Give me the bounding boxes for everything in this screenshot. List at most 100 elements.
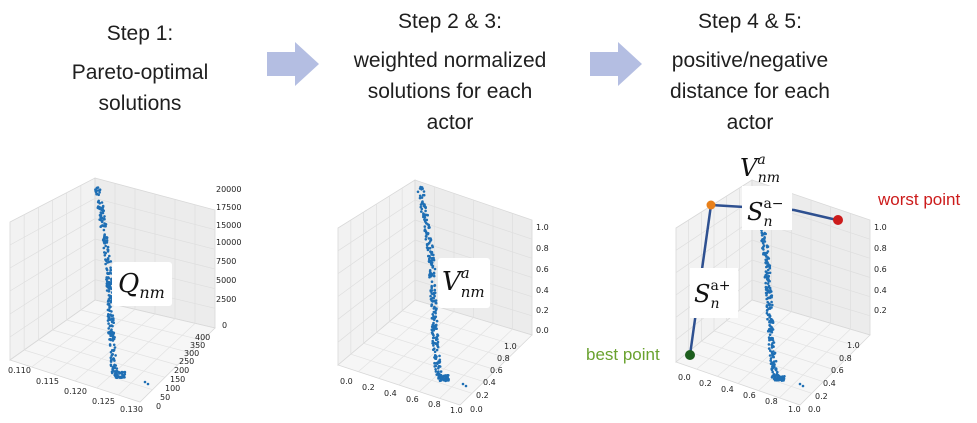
x-tick: 0.2	[699, 379, 712, 388]
s-plus-label: Sa+ n	[694, 278, 731, 312]
z-tick: 0.8	[874, 244, 887, 253]
scatter-point	[438, 360, 442, 364]
scatter-point	[773, 377, 777, 380]
y-tick: 0.8	[497, 354, 510, 363]
scatter-point	[769, 294, 773, 298]
scatter-point	[424, 209, 427, 213]
scatter-point	[420, 196, 424, 199]
scatter-point	[419, 205, 423, 209]
scatter-point	[769, 349, 772, 352]
right-arrow-icon	[590, 42, 642, 86]
scatter-point	[109, 281, 113, 285]
label-base: V	[442, 267, 463, 297]
scatter-point	[430, 280, 434, 283]
scatter-point	[431, 266, 434, 269]
step-1-desc-line: solutions	[98, 92, 182, 115]
z-axis-ticks: 0.0 0.2 0.4 0.6 0.8 1.0	[536, 223, 549, 335]
scatter-point	[768, 303, 771, 307]
scatter-point	[765, 311, 769, 315]
scatter-point	[761, 246, 764, 250]
scatter-point	[767, 347, 771, 350]
scatter-point	[423, 225, 427, 228]
scatter-point	[770, 336, 774, 340]
scatter-point	[768, 333, 772, 336]
v-nm-label: Va nm	[442, 264, 485, 301]
y-tick: 0.0	[470, 405, 483, 414]
scatter-point	[110, 310, 113, 313]
scatter-point	[439, 373, 443, 377]
worst-point-label: worst point	[877, 190, 960, 209]
scatter-point	[113, 346, 117, 349]
best-point-marker	[685, 350, 695, 360]
scatter-point	[433, 350, 437, 354]
scatter-point	[761, 242, 765, 245]
scatter-point	[766, 268, 770, 272]
scatter-point	[435, 348, 439, 352]
z-tick: 0	[222, 321, 227, 330]
scatter-point	[110, 320, 114, 324]
scatter-point	[768, 296, 772, 300]
scatter-point	[106, 261, 109, 264]
y-tick: 250	[179, 357, 194, 366]
scatter-point	[423, 216, 427, 219]
step-2-3-description: weighted normalized solutions for each a…	[340, 45, 560, 138]
scatter-point	[429, 237, 432, 240]
z-tick: 20000	[216, 185, 241, 194]
distance-scatter-3d-plot: 0.0 0.2 0.4 0.6 0.8 1.0 0.0 0.2 0.4 0.6 …	[586, 152, 960, 414]
scatter-point	[464, 384, 468, 388]
scatter-point	[423, 218, 426, 221]
scatter-point	[146, 382, 150, 386]
scatter-point	[109, 305, 112, 309]
scatter-point	[436, 344, 439, 347]
scatter-point	[432, 274, 436, 278]
z-tick: 0.2	[536, 306, 549, 315]
scatter-point	[98, 191, 101, 194]
scatter-point	[771, 355, 774, 358]
scatter-point	[107, 313, 110, 316]
scatter-point	[436, 334, 440, 337]
scatter-points	[94, 186, 150, 386]
scatter-point	[106, 272, 110, 275]
scatter-point	[435, 355, 438, 358]
scatter-point	[429, 297, 433, 301]
scatter-point	[424, 238, 428, 241]
grid-line	[118, 323, 196, 396]
scatter-point	[430, 331, 434, 334]
scatter-point	[446, 377, 449, 380]
x-tick: 0.110	[8, 366, 31, 375]
y-axis-ticks: 0.0 0.2 0.4 0.6 0.8 1.0	[808, 341, 860, 414]
scatter-point	[769, 321, 773, 324]
scatter-point	[432, 336, 436, 340]
scatter-point	[104, 244, 107, 248]
x-axis-ticks: 0.110 0.115 0.120 0.125 0.130	[8, 366, 143, 414]
scatter-point	[430, 303, 434, 306]
scatter-point	[438, 354, 441, 358]
scatter-point	[432, 321, 435, 325]
scatter-point	[109, 300, 113, 304]
scatter-point	[102, 209, 105, 212]
scatter-point	[106, 258, 110, 261]
z-tick: 0.4	[536, 286, 549, 295]
scatter-point	[102, 236, 106, 240]
scatter-point	[425, 243, 429, 246]
scatter-point	[419, 185, 422, 189]
scatter-point	[426, 223, 429, 226]
scatter-point	[426, 248, 430, 252]
scatter-point	[428, 270, 432, 274]
scatter-point	[427, 254, 430, 258]
scatter-point	[116, 374, 119, 377]
grid-line	[337, 199, 533, 252]
scatter-point	[110, 332, 113, 336]
scatter-point	[112, 357, 115, 360]
scatter-point	[432, 344, 435, 347]
scatter-point	[103, 233, 106, 236]
scatter-point	[109, 266, 112, 269]
scatter-point	[433, 288, 437, 292]
y-tick: 0.4	[483, 378, 496, 387]
scatter-point	[765, 277, 769, 281]
step-4-5-desc-line: actor	[726, 111, 774, 134]
y-tick: 0.2	[476, 391, 489, 400]
scatter-point	[105, 240, 109, 243]
scatter-point	[423, 213, 427, 216]
z-tick: 1.0	[536, 223, 549, 232]
